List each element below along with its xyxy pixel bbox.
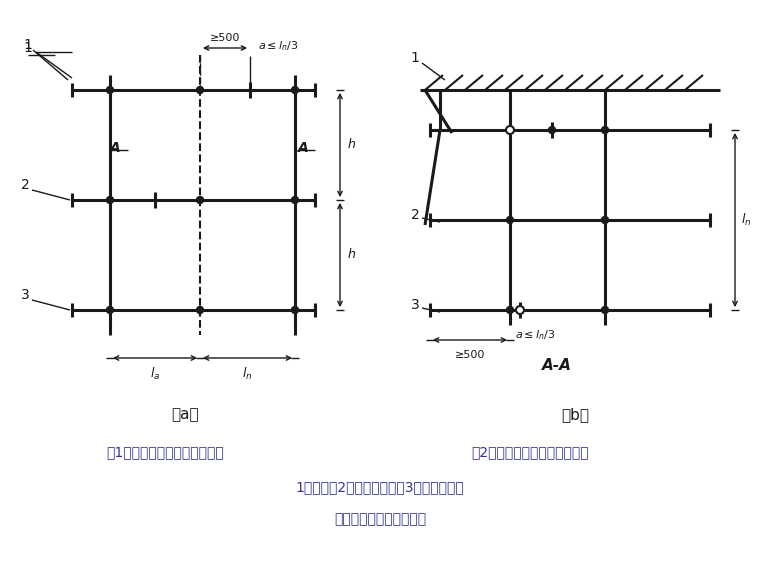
Text: （b）: （b） (561, 408, 589, 422)
Text: ≥500: ≥500 (210, 33, 240, 43)
Circle shape (197, 87, 204, 93)
Text: $a\leq l_n/3$: $a\leq l_n/3$ (258, 39, 299, 53)
Text: $l_n$: $l_n$ (242, 366, 253, 382)
Text: $l_n$: $l_n$ (741, 212, 752, 228)
Text: $a\leq l_n/3$: $a\leq l_n/3$ (515, 328, 556, 342)
Circle shape (106, 87, 113, 93)
Text: A-A: A-A (542, 357, 572, 373)
Circle shape (197, 307, 204, 314)
Text: ≥500: ≥500 (454, 350, 485, 360)
Circle shape (601, 127, 609, 133)
Circle shape (106, 307, 113, 314)
Circle shape (106, 197, 113, 203)
Circle shape (292, 307, 299, 314)
Text: （a）: （a） (171, 408, 199, 422)
Circle shape (506, 126, 514, 134)
Circle shape (549, 127, 556, 133)
Circle shape (601, 217, 609, 223)
Circle shape (506, 307, 514, 314)
Text: 1－立杆；2－纵向水平杆；3－横向水平杆: 1－立杆；2－纵向水平杆；3－横向水平杆 (296, 480, 464, 494)
Text: h: h (348, 139, 356, 152)
Circle shape (601, 307, 609, 314)
Text: $l_a$: $l_a$ (150, 366, 160, 382)
Text: 纵向水平杆对接接头布置: 纵向水平杆对接接头布置 (334, 512, 426, 526)
Text: 1: 1 (410, 51, 420, 65)
Circle shape (292, 87, 299, 93)
Circle shape (516, 306, 524, 314)
Circle shape (506, 217, 514, 223)
Text: 1: 1 (24, 41, 33, 55)
Text: h: h (348, 249, 356, 262)
Text: （2）接头不在同跨内（平面）: （2）接头不在同跨内（平面） (471, 445, 589, 459)
Text: A: A (109, 141, 120, 155)
Circle shape (197, 197, 204, 203)
Text: 2: 2 (21, 178, 30, 192)
Text: 1: 1 (24, 38, 33, 52)
Text: 3: 3 (21, 288, 30, 302)
Circle shape (292, 197, 299, 203)
Text: 3: 3 (410, 298, 420, 312)
Text: A: A (298, 141, 309, 155)
Text: 2: 2 (410, 208, 420, 222)
Text: （1）接头不在同步内（立面）: （1）接头不在同步内（立面） (106, 445, 224, 459)
